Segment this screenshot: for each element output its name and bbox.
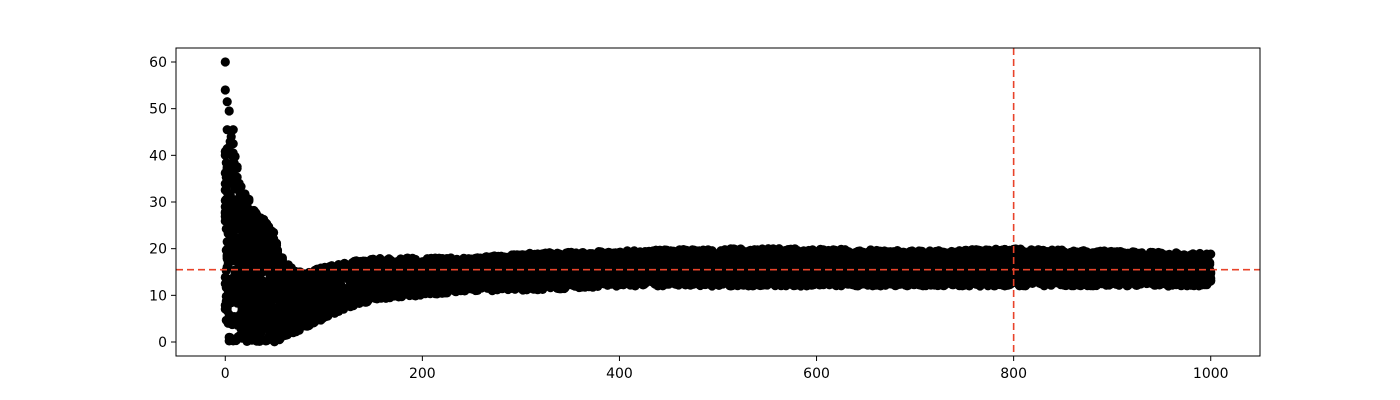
data-point (226, 132, 236, 142)
data-point (244, 196, 254, 206)
data-points (220, 57, 1216, 347)
data-point (269, 227, 279, 238)
data-point (277, 253, 287, 263)
data-point (232, 163, 242, 173)
data-point (228, 139, 238, 149)
